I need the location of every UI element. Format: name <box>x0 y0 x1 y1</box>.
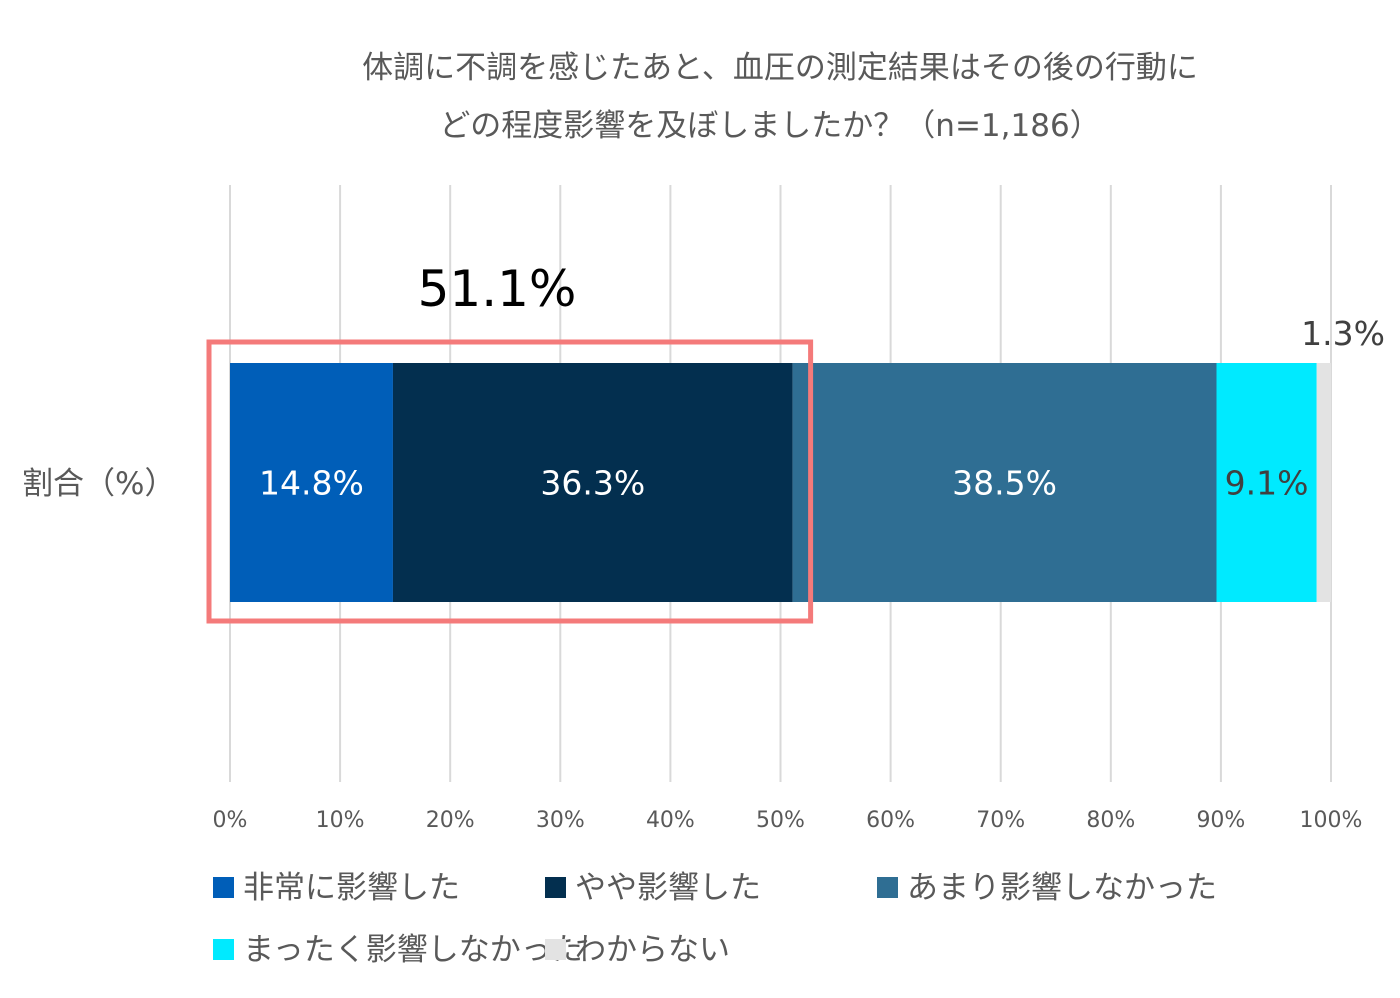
chart-title-line-2: どの程度影響を及ぼしましたか？（n=1,186） <box>439 108 1100 144</box>
bar-segment <box>792 363 1217 602</box>
data-label: 36.3% <box>540 464 645 503</box>
data-label: 14.8% <box>259 464 364 503</box>
highlight-total-label: 51.1% <box>418 260 577 318</box>
bar-segment <box>1316 363 1331 602</box>
legend-label: やや影響した <box>575 870 761 906</box>
x-tick-label: 10% <box>316 808 365 833</box>
legend-label: あまり影響しなかった <box>907 870 1217 906</box>
x-tick-label: 40% <box>646 808 695 833</box>
x-tick-label: 90% <box>1196 808 1245 833</box>
bar-segment <box>1216 363 1317 602</box>
category-label: 割合（%） <box>22 466 175 502</box>
legend-swatch <box>213 877 234 898</box>
bar-segments <box>230 363 1331 602</box>
x-tick-label: 30% <box>536 808 585 833</box>
highlight-box <box>206 339 814 624</box>
x-tick-label: 100% <box>1300 808 1363 833</box>
legend-swatch <box>545 877 566 898</box>
legend-label: まったく影響しなかった <box>243 932 583 968</box>
legend-label: 非常に影響した <box>243 870 460 906</box>
x-tick-label: 80% <box>1086 808 1135 833</box>
x-tick-label: 20% <box>426 808 475 833</box>
bar-segment <box>230 363 393 602</box>
legend-swatch <box>213 939 234 960</box>
x-tick-label: 50% <box>756 808 805 833</box>
data-label: 9.1% <box>1225 464 1309 503</box>
data-labels: 14.8% 36.3% 38.5% 9.1% 1.3% <box>259 314 1385 503</box>
x-tick-label: 0% <box>213 808 248 833</box>
chart-title-line-1: 体調に不調を感じたあと、血圧の測定結果はその後の行動に <box>362 50 1198 86</box>
x-axis-ticks: 0% 10% 20% 30% 40% 50% 60% 70% 80% 90% 100% <box>213 808 1363 833</box>
x-tick-label: 70% <box>976 808 1025 833</box>
data-label: 1.3% <box>1301 314 1385 353</box>
bar-segment <box>392 363 793 602</box>
legend-swatch <box>545 939 566 960</box>
data-label: 38.5% <box>952 464 1057 503</box>
legend-label: わからない <box>575 932 730 968</box>
legend-swatch <box>877 877 898 898</box>
x-tick-label: 60% <box>866 808 915 833</box>
